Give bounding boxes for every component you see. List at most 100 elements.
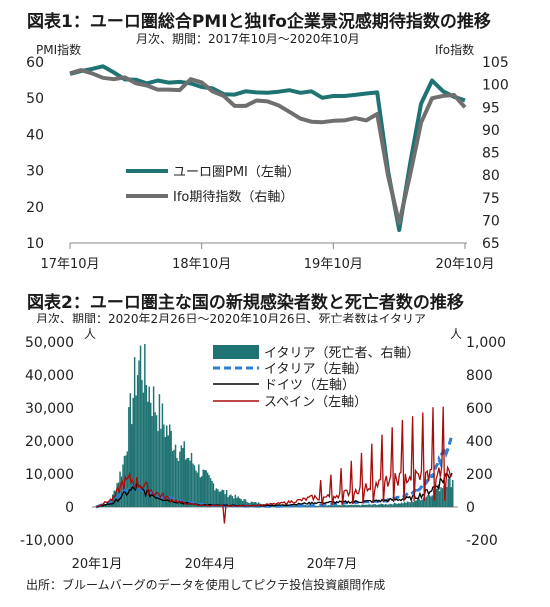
italy-deaths-bar	[237, 496, 239, 507]
c1-ytick-right: 80	[482, 168, 500, 184]
italy-deaths-bar	[173, 449, 175, 507]
italy-deaths-bar	[141, 379, 143, 507]
italy-deaths-bar	[354, 504, 356, 507]
italy-deaths-bar	[411, 500, 413, 507]
italy-deaths-bar	[214, 490, 216, 507]
legend-italy-cases-label: イタリア（左軸）	[264, 362, 367, 377]
italy-deaths-bar	[438, 491, 441, 507]
italy-deaths-bar	[374, 504, 377, 507]
italy-deaths-bar	[208, 475, 210, 507]
italy-deaths-bar	[371, 504, 374, 507]
italy-deaths-bar	[370, 504, 372, 507]
chart1-svg: 60 50 40 30 20 10 105 100 95 90 85 80 75 70 65 PMI指数 Ifo…	[26, 42, 509, 272]
italy-deaths-bar	[396, 504, 399, 507]
italy-deaths-bar	[212, 483, 215, 507]
italy-deaths-bar	[387, 504, 390, 507]
italy-deaths-bar	[450, 487, 452, 507]
italy-deaths-bar	[348, 505, 350, 507]
italy-deaths-bar	[373, 504, 375, 507]
italy-deaths-bar	[186, 458, 188, 507]
c2-ytick-right: 1,000	[466, 335, 506, 351]
germany-cases-line	[95, 472, 453, 508]
italy-deaths-bar	[398, 503, 400, 507]
italy-deaths-bar	[177, 461, 180, 507]
italy-deaths-bar	[128, 407, 130, 507]
italy-deaths-bar	[351, 504, 353, 507]
italy-deaths-bar	[409, 502, 412, 507]
c2-ytick-left: -10,000	[20, 533, 74, 549]
italy-deaths-bar	[198, 464, 200, 507]
italy-deaths-bar	[199, 477, 202, 507]
italy-deaths-bar	[329, 505, 331, 507]
italy-deaths-bar	[446, 486, 448, 507]
c1-ylabel-left: PMI指数	[36, 42, 81, 57]
c2-ytick-left: 50,000	[25, 335, 74, 351]
italy-deaths-bar	[136, 375, 139, 507]
chart2-svg: 50,000 40,000 30,000 20,000 10,000 0 -10,000 1,…	[20, 327, 506, 572]
italy-deaths-bar	[152, 386, 155, 507]
italy-deaths-bar	[417, 498, 419, 507]
italy-deaths-bar	[157, 431, 159, 507]
italy-deaths-bar	[246, 501, 248, 507]
italy-deaths-bar	[236, 497, 238, 507]
c2-ytick-right: 800	[466, 368, 493, 384]
italy-deaths-bar	[424, 498, 426, 507]
italy-deaths-bar	[133, 357, 136, 507]
italy-deaths-bar	[234, 494, 237, 507]
italy-deaths-bar	[135, 395, 137, 507]
italy-deaths-bar	[154, 412, 156, 507]
italy-deaths-bar	[201, 476, 203, 507]
italy-deaths-bar	[167, 435, 169, 507]
italy-deaths-bar	[285, 505, 288, 507]
c1-xtick-label: 20年10月	[435, 257, 494, 272]
italy-deaths-bar	[361, 504, 363, 507]
italy-deaths-bar	[440, 487, 442, 507]
italy-deaths-bar	[243, 499, 245, 507]
c2-ytick-left: 10,000	[25, 467, 74, 483]
italy-deaths-bar	[419, 500, 422, 507]
italy-deaths-bar	[155, 415, 158, 507]
italy-deaths-bar	[120, 476, 123, 507]
italy-deaths-bar	[116, 483, 118, 507]
italy-deaths-bar	[239, 498, 241, 507]
chart1-title: 図表1：ユーロ圏総合PMIと独Ifo企業景況感期待指数の推移	[27, 12, 491, 32]
italy-deaths-bar	[355, 504, 358, 507]
italy-deaths-bar	[330, 505, 333, 507]
italy-deaths-bar	[142, 392, 145, 507]
c1-ytick-left: 20	[26, 200, 44, 216]
italy-deaths-bar	[358, 505, 361, 507]
italy-deaths-bar	[342, 504, 345, 507]
italy-deaths-bar	[192, 463, 194, 507]
italy-deaths-bar	[360, 505, 362, 507]
italy-deaths-bar	[185, 459, 187, 507]
c2-ytick-right: -200	[466, 533, 498, 549]
source-footer: 出所：ブルームバーグのデータを使用してピクテ投信投資顧問作成	[26, 578, 386, 592]
italy-deaths-bar	[182, 448, 184, 507]
italy-deaths-bar	[333, 505, 336, 507]
c2-ytick-right: 0	[466, 500, 475, 516]
italy-deaths-bar	[163, 424, 165, 507]
italy-deaths-bar	[255, 501, 257, 507]
italy-deaths-bar	[345, 505, 347, 507]
italy-deaths-bar	[347, 505, 349, 507]
italy-deaths-bar	[382, 504, 384, 507]
italy-deaths-bar	[304, 505, 307, 507]
italy-deaths-bar	[169, 424, 171, 507]
c2-ytick-left: 30,000	[25, 401, 74, 417]
c1-ytick-left: 60	[26, 55, 44, 71]
c1-ytick-right: 100	[482, 78, 509, 94]
italy-deaths-bar	[336, 505, 339, 507]
legend-pmi-label: ユーロ圏PMI（左軸）	[173, 165, 300, 180]
italy-deaths-bar	[253, 502, 256, 507]
italy-deaths-bar	[344, 504, 346, 507]
italy-deaths-bar	[218, 491, 221, 507]
italy-deaths-bar	[323, 505, 326, 507]
ifo-line	[69, 68, 467, 226]
italy-deaths-bar	[421, 499, 423, 507]
italy-deaths-bar	[144, 344, 146, 507]
italy-deaths-bar	[244, 499, 247, 507]
italy-deaths-bar	[225, 490, 228, 507]
italy-deaths-bar	[224, 494, 226, 507]
c2-xtick-label: 20年7月	[307, 557, 358, 572]
c1-ytick-right: 70	[482, 213, 500, 229]
